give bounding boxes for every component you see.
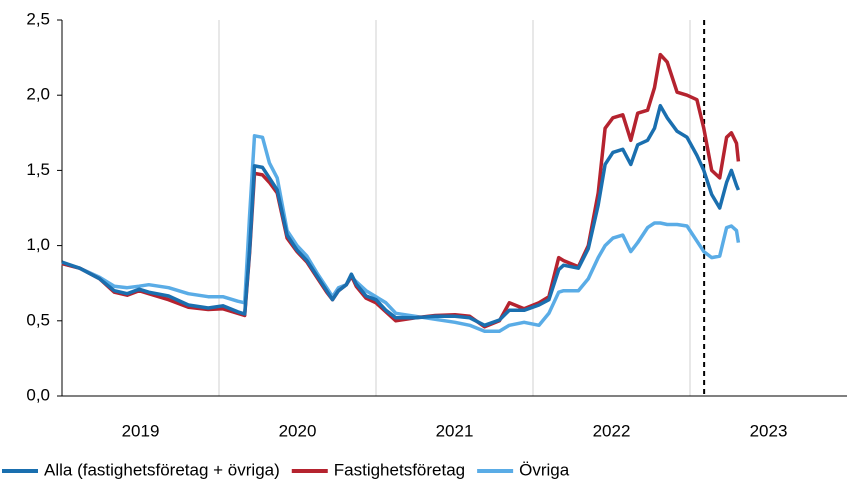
y-tick-label: 0,0 (26, 385, 50, 404)
legend-label: Fastighetsföretag (334, 460, 465, 479)
y-tick-label: 1,5 (26, 160, 50, 179)
x-tick-label: 2023 (750, 421, 788, 440)
legend-label: Alla (fastighetsföretag + övriga) (44, 460, 280, 479)
y-tick-label: 2,0 (26, 85, 50, 104)
y-tick-label: 1,0 (26, 235, 50, 254)
y-tick-label: 2,5 (26, 9, 50, 28)
x-tick-label: 2019 (122, 421, 160, 440)
y-tick-label: 0,5 (26, 310, 50, 329)
x-tick-label: 2022 (593, 421, 631, 440)
series-line (61, 103, 741, 328)
legend-label: Övriga (519, 460, 570, 479)
series-line (61, 134, 741, 334)
x-tick-label: 2021 (436, 421, 474, 440)
x-tick-label: 2020 (279, 421, 317, 440)
